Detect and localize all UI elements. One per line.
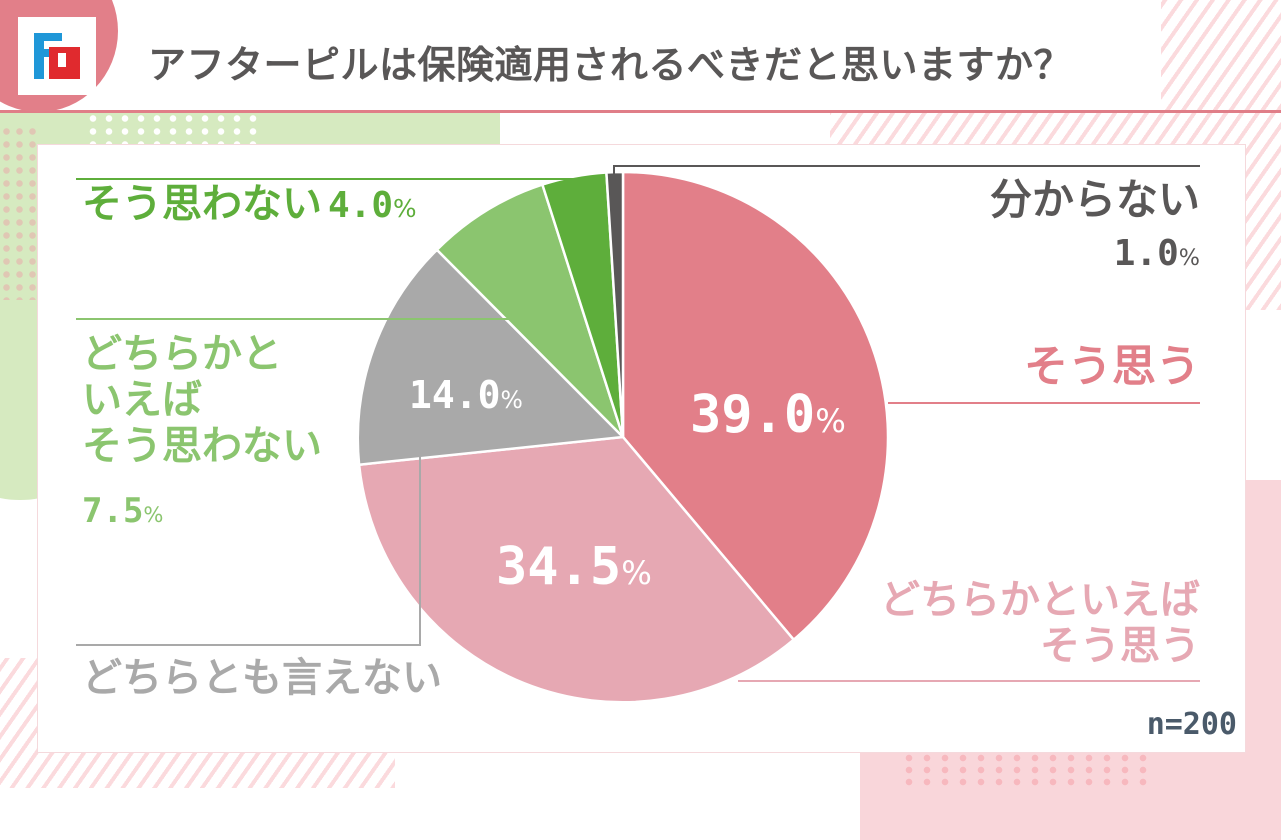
value-not: 4.0	[328, 185, 394, 226]
F-logo-icon	[34, 33, 80, 79]
label-not: そう思わない 4.0%	[82, 181, 417, 227]
chart-card: 39.0% 34.5% 14.0% 分からない 1.0% そう思う どちらかとい…	[37, 144, 1246, 753]
label-neutral: どちらとも言えない	[82, 655, 442, 701]
leader-line-neutral	[76, 430, 421, 646]
logo	[18, 17, 96, 95]
slice-neutral	[356, 248, 625, 466]
label-docchi-sou: どちらかといえば そう思う	[880, 577, 1200, 669]
label-unknown: 分からない	[989, 175, 1200, 224]
value-docchi-sou: 34.5%	[496, 537, 652, 597]
label-docchi-sou-line2: そう思う	[1040, 623, 1200, 669]
value-docchi-not: 7.5%	[82, 491, 164, 531]
slice-docchi-not	[435, 183, 625, 439]
value-neutral: 14.0%	[409, 373, 523, 417]
pie-chart	[76, 165, 1200, 704]
label-docchi-not: どちらかと いえば そう思わない	[82, 331, 322, 469]
sample-size: n=200	[1146, 707, 1237, 742]
label-docchi-not-line3: そう思わない	[82, 423, 322, 469]
background-dots	[900, 752, 1150, 788]
label-docchi-not-line2: いえば	[82, 377, 202, 423]
slice-docchi-sou	[357, 435, 795, 704]
leader-line-unknown	[613, 165, 1200, 179]
label-sou: そう思う	[1024, 341, 1200, 392]
label-not-text: そう思わない	[82, 181, 322, 227]
header: アフターピルは保険適用されるべきだと思いますか？	[0, 0, 1281, 113]
value-sou: 39.0%	[690, 385, 846, 445]
page-title: アフターピルは保険適用されるべきだと思いますか？	[148, 43, 1073, 87]
background-dots	[85, 112, 265, 147]
value-unknown: 1.0%	[1113, 233, 1200, 274]
label-docchi-not-line1: どちらかと	[82, 331, 282, 377]
background-dots	[0, 125, 40, 300]
background-stripes	[1161, 0, 1281, 110]
label-docchi-sou-line1: どちらかといえば	[880, 577, 1200, 623]
slice-sou	[621, 170, 890, 641]
